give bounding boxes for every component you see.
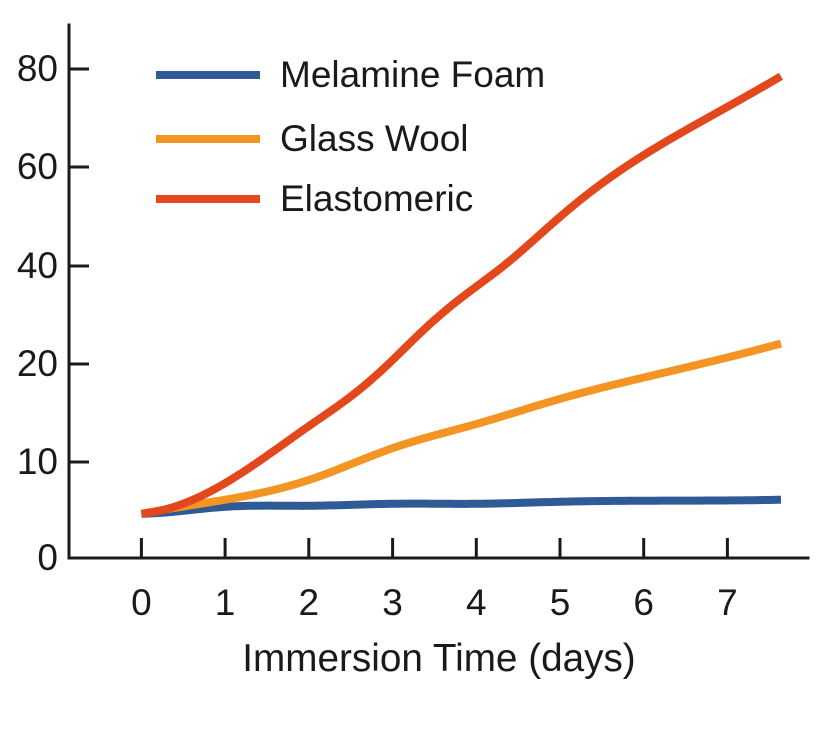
svg-text:Glass Wool: Glass Wool — [280, 118, 469, 159]
svg-text:0: 0 — [37, 537, 58, 578]
svg-text:2: 2 — [299, 582, 320, 623]
svg-text:Elastomeric: Elastomeric — [280, 178, 473, 219]
svg-text:80: 80 — [17, 48, 58, 89]
svg-text:10: 10 — [17, 441, 58, 482]
svg-text:7: 7 — [717, 582, 738, 623]
svg-text:0: 0 — [131, 582, 152, 623]
svg-text:40: 40 — [17, 245, 58, 286]
svg-text:4: 4 — [466, 582, 487, 623]
svg-text:20: 20 — [17, 343, 58, 384]
svg-text:3: 3 — [382, 582, 403, 623]
svg-text:Melamine Foam: Melamine Foam — [280, 54, 545, 95]
svg-text:60: 60 — [17, 146, 58, 187]
svg-text:5: 5 — [550, 582, 571, 623]
svg-text:6: 6 — [633, 582, 654, 623]
svg-text:Immersion Time (days): Immersion Time (days) — [242, 637, 635, 680]
svg-text:1: 1 — [215, 582, 236, 623]
